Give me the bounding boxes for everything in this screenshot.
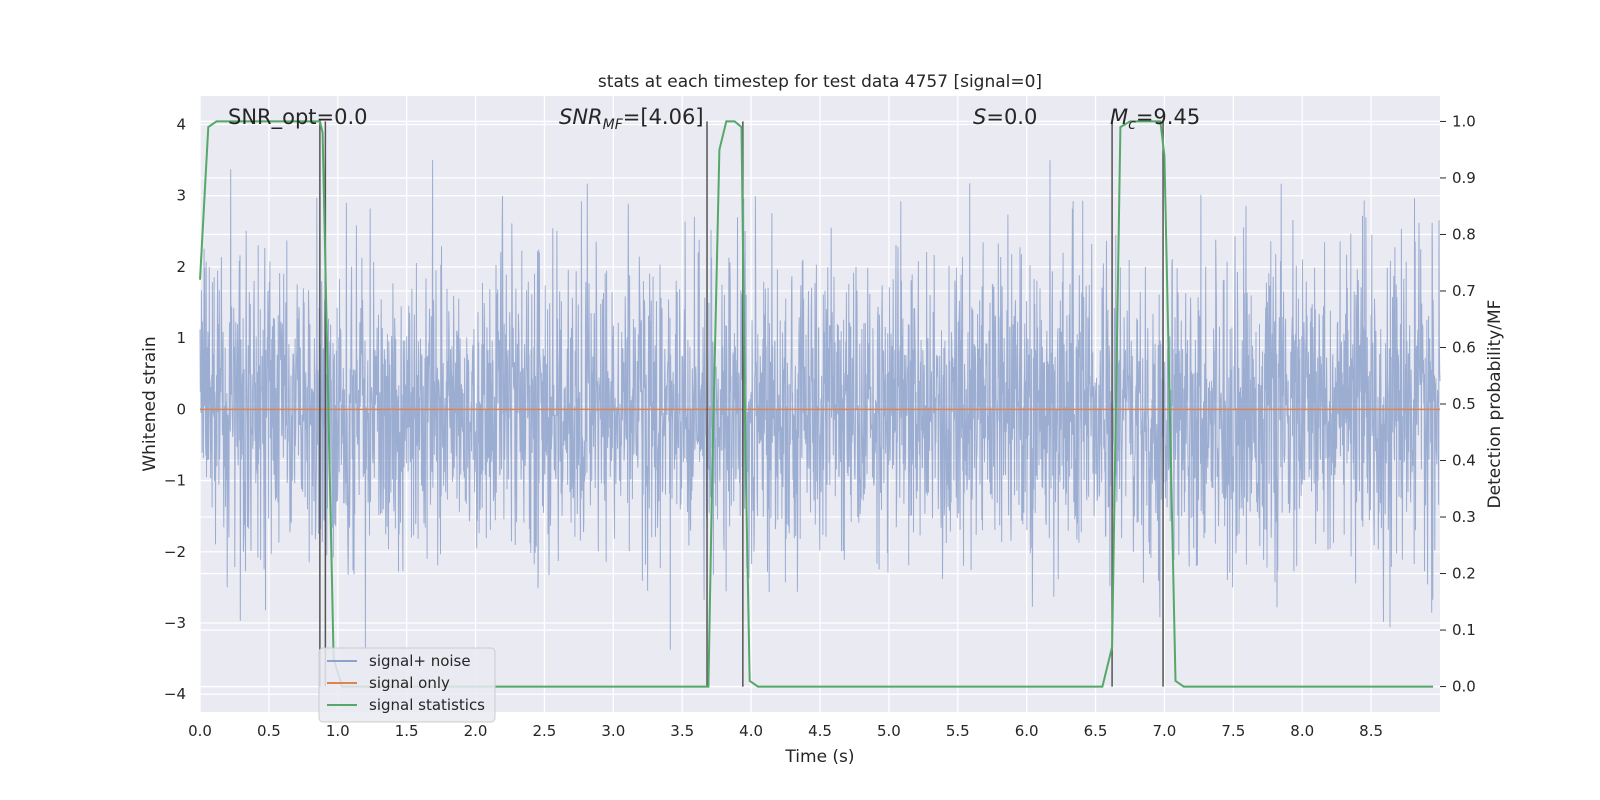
annotation-mc-value: =9.45 <box>1136 105 1200 129</box>
legend-label-signal-noise: signal+ noise <box>369 652 471 670</box>
y-left-tick-label: −4 <box>164 685 186 703</box>
y-right-tick-label: 0.2 <box>1452 565 1476 583</box>
x-tick-labels: 0.0 0.5 1.0 1.5 2.0 2.5 3.0 3.5 4.0 4.5 5.0 5.5 6.0 6… <box>188 722 1383 740</box>
legend-box <box>318 647 496 723</box>
x-tick-label: 3.5 <box>670 722 694 740</box>
y-right-tick-label: 1.0 <box>1452 112 1476 130</box>
y-axis-label-left: Whitened strain <box>140 336 160 471</box>
legend-label-signal-only: signal only <box>369 674 450 692</box>
y-right-tick-label: 0.3 <box>1452 508 1476 526</box>
x-tick-label: 8.0 <box>1290 722 1314 740</box>
annotation-snr-mf-sub: MF <box>603 117 624 133</box>
y-axis-label-right: Detection probability/MF <box>1485 300 1505 509</box>
y-right-tick-label: 0.7 <box>1452 282 1476 300</box>
x-tick-label: 3.0 <box>601 722 625 740</box>
y-left-tick-label: 0 <box>176 400 186 418</box>
x-axis-label: Time (s) <box>784 747 854 767</box>
annotation-snr-mf: SNRMF=[4.06] <box>559 105 704 133</box>
y-right-tick-label: 0.1 <box>1452 621 1476 639</box>
y-right-tick-label: 0.5 <box>1452 395 1476 413</box>
y-right-tick-label: 0.6 <box>1452 338 1476 356</box>
y-left-tick-label: 3 <box>176 187 186 205</box>
y-left-tick-label: −1 <box>164 472 186 490</box>
x-tick-label: 2.5 <box>533 722 557 740</box>
y-left-tick-label: 1 <box>176 329 186 347</box>
y-left-tick-label: −3 <box>164 614 186 632</box>
x-tick-label: 0.0 <box>188 722 212 740</box>
x-tick-label: 7.0 <box>1153 722 1177 740</box>
noise-series <box>199 160 1441 651</box>
x-tick-label: 5.5 <box>946 722 970 740</box>
annotation-s-value: =0.0 <box>986 105 1037 129</box>
y-right-tick-label: 0.4 <box>1452 452 1476 470</box>
x-tick-label: 4.0 <box>739 722 763 740</box>
annotation-s-symbol: S <box>973 105 986 129</box>
legend: signal+ noise signal only signal statist… <box>318 647 496 723</box>
x-tick-label: 7.5 <box>1221 722 1245 740</box>
x-tick-label: 1.5 <box>395 722 419 740</box>
annotation-snr-mf-value: =[4.06] <box>623 105 704 129</box>
signal-statistics-series <box>199 120 1434 688</box>
y-left-tick-label: 4 <box>176 115 186 133</box>
y-right-tick-label: 0.9 <box>1452 169 1476 187</box>
x-tick-label: 0.5 <box>257 722 281 740</box>
chart-title: stats at each timestep for test data 475… <box>598 72 1042 92</box>
y-left-tick-label: −2 <box>164 543 186 561</box>
x-tick-label: 6.0 <box>1015 722 1039 740</box>
x-tick-label: 8.5 <box>1359 722 1383 740</box>
y-right-tick-labels: 0.0 0.1 0.2 0.3 0.4 0.5 0.6 0.7 0.8 0.9 1.0 <box>1440 112 1476 696</box>
y-left-tick-label: 2 <box>176 258 186 276</box>
annotation-mc-base: M <box>1110 105 1128 129</box>
annotation-mc-sub: c <box>1128 117 1136 133</box>
noise-trace <box>199 160 1441 651</box>
legend-label-signal-statistics: signal statistics <box>369 696 485 714</box>
x-tick-label: 4.5 <box>808 722 832 740</box>
signal-statistics-line <box>199 120 1434 688</box>
x-tick-label: 2.0 <box>464 722 488 740</box>
annotation-snr-opt: SNR_opt=0.0 <box>228 105 368 130</box>
x-tick-label: 6.5 <box>1084 722 1108 740</box>
annotation-snr-mf-base: SNR <box>559 105 603 129</box>
annotation-mc: Mc=9.45 <box>1110 105 1200 133</box>
y-right-tick-label: 0.8 <box>1452 225 1476 243</box>
y-left-tick-labels: −4 −3 −2 −1 0 1 2 3 4 <box>164 115 186 703</box>
x-tick-label: 1.0 <box>326 722 350 740</box>
x-tick-label: 5.0 <box>877 722 901 740</box>
y-right-tick-label: 0.0 <box>1452 678 1476 696</box>
annotation-s: S=0.0 <box>973 105 1037 129</box>
